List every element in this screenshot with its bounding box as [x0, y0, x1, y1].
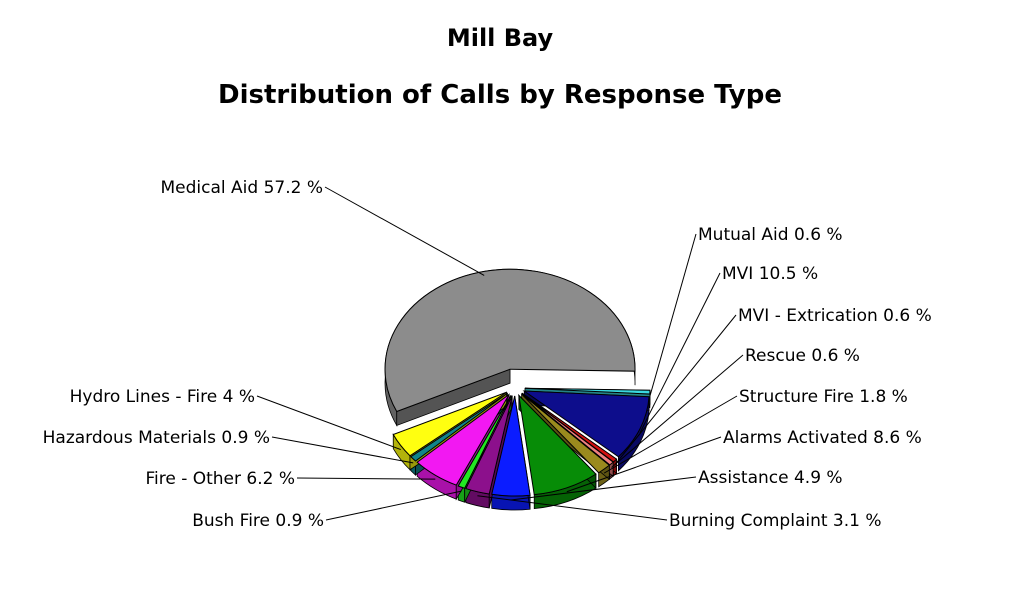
pie-slice-assistance — [491, 395, 531, 497]
pie-slice-fire-other — [416, 394, 510, 486]
leader-line-hazardous-materials — [271, 436, 414, 464]
pie-slice-hydro-lines-fire — [392, 391, 507, 457]
leader-line-burning-complaint — [477, 495, 668, 521]
pie-slice-mvi — [522, 390, 650, 458]
pie-slice-structure-fire — [521, 393, 611, 474]
pie-slice-alarms-activated — [518, 393, 597, 496]
pie-slice-rescue — [521, 393, 614, 466]
pie-slice-hazardous-materials — [410, 392, 508, 462]
chart-title: Mill Bay — [446, 24, 554, 52]
slice-label-mvi: MVI 10.5 % — [722, 264, 818, 284]
slice-label-assistance: Assistance 4.9 % — [698, 468, 843, 488]
leader-line-structure-fire — [603, 395, 738, 474]
leader-line-bush-fire — [325, 490, 462, 521]
leader-line-mvi — [639, 272, 721, 434]
pie-slice-burning-complaint — [465, 395, 513, 495]
slice-label-alarms-activated: Alarms Activated 8.6 % — [723, 428, 922, 448]
slice-label-hydro-lines-fire: Hydro Lines - Fire 4 % — [70, 387, 255, 407]
slice-label-rescue: Rescue 0.6 % — [745, 346, 860, 366]
leader-line-hydro-lines-fire — [256, 395, 401, 451]
leader-line-fire-other — [296, 477, 436, 480]
leader-line-assistance — [510, 476, 697, 501]
leader-line-alarms-activated — [566, 436, 722, 493]
leader-line-mutual-aid — [649, 233, 697, 397]
slice-label-mvi-extrication: MVI - Extrication 0.6 % — [738, 306, 932, 326]
slice-label-hazardous-materials: Hazardous Materials 0.9 % — [43, 428, 270, 448]
slice-label-medical-aid: Medical Aid 57.2 % — [161, 178, 324, 198]
pie-slice-medical-aid — [384, 268, 636, 413]
slice-label-fire-other: Fire - Other 6.2 % — [145, 469, 295, 489]
slice-label-structure-fire: Structure Fire 1.8 % — [739, 387, 908, 407]
slice-label-mutual-aid: Mutual Aid 0.6 % — [698, 225, 843, 245]
leader-line-mvi-extrication — [614, 314, 737, 465]
pie-slice-bush-fire — [457, 395, 512, 489]
leader-line-medical-aid — [324, 186, 485, 276]
slice-label-bush-fire: Bush Fire 0.9 % — [192, 511, 324, 531]
slice-label-burning-complaint: Burning Complaint 3.1 % — [669, 511, 882, 531]
pie-slice-mutual-aid — [524, 387, 651, 395]
leader-line-rescue — [611, 354, 744, 468]
chart-subtitle: Distribution of Calls by Response Type — [218, 80, 782, 110]
